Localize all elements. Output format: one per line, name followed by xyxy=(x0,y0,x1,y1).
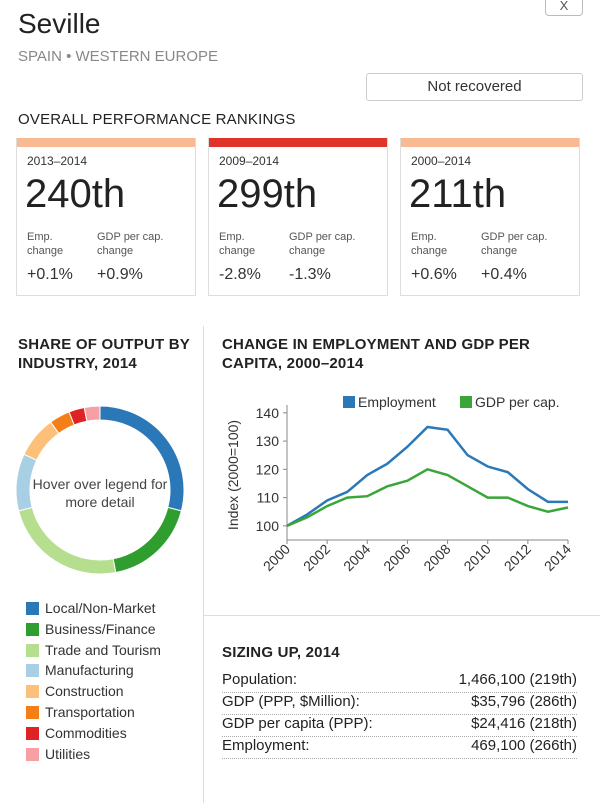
row-value: 469,100 (266th) xyxy=(471,737,577,754)
donut-slice xyxy=(112,506,182,574)
legend-label: Commodities xyxy=(45,724,127,741)
sizing-title: SIZING UP, 2014 xyxy=(222,644,340,661)
donut-slice xyxy=(23,421,60,461)
legend-swatch xyxy=(26,602,39,615)
legend-swatch xyxy=(26,664,39,678)
x-tick-label: 2010 xyxy=(460,541,493,574)
table-row: GDP per capita (PPP): $24,416 (218th) xyxy=(222,715,577,737)
legend-label: Transportation xyxy=(45,704,135,720)
legend-item[interactable]: Manufacturing xyxy=(26,662,134,678)
legend-label: Manufacturing xyxy=(45,662,134,679)
x-tick-label: 2014 xyxy=(541,541,574,574)
y-tick-label: 130 xyxy=(256,433,280,449)
legend-label: Local/Non-Market xyxy=(45,600,156,616)
metric-label: Emp. change xyxy=(219,231,256,257)
legend-swatch xyxy=(26,726,39,740)
divider xyxy=(203,615,600,616)
metric-value: +0.6% xyxy=(411,266,457,283)
city-subtitle: SPAIN • WESTERN EUROPE xyxy=(18,48,219,65)
donut-annotation: Hover over legend for more detail xyxy=(32,476,168,510)
row-label: GDP (PPP, $Million): xyxy=(222,693,360,710)
metric-label: GDP per cap. change xyxy=(481,231,548,257)
close-button[interactable]: X xyxy=(545,0,583,16)
ranking-card: 2009–2014 299th Emp. change -2.8% GDP per ca… xyxy=(208,138,388,296)
legend-item[interactable]: Commodities xyxy=(26,725,127,741)
row-label: Employment: xyxy=(222,737,310,754)
card-period: 2009–2014 xyxy=(219,154,280,168)
y-tick-label: 120 xyxy=(256,461,280,477)
donut-slice xyxy=(18,506,117,575)
table-row: Employment: 469,100 (266th) xyxy=(222,737,577,759)
legend-label: Utilities xyxy=(45,745,91,762)
x-tick-label: 2006 xyxy=(380,541,413,574)
metric-value: -1.3% xyxy=(289,266,331,283)
legend-item[interactable]: Business/Finance xyxy=(26,621,156,637)
rankings-title: OVERALL PERFORMANCE RANKINGS xyxy=(18,111,296,128)
y-tick-label: 110 xyxy=(257,490,280,506)
donut-title: SHARE OF OUTPUT BY INDUSTRY, 2014 xyxy=(18,336,190,372)
ranking-card: 2013–2014 240th Emp. change +0.1% GDP per ca… xyxy=(16,138,196,296)
x-tick-label: 2004 xyxy=(340,541,373,574)
row-value: $35,796 (286th) xyxy=(471,693,577,710)
legend-item[interactable]: Transportation xyxy=(26,704,135,720)
series-line xyxy=(286,468,569,528)
legend-label: Employment xyxy=(358,394,436,410)
donut-chart xyxy=(15,405,185,575)
legend-item[interactable]: Trade and Tourism xyxy=(26,642,161,658)
x-tick-label: 2002 xyxy=(300,541,333,574)
row-label: GDP per capita (PPP): xyxy=(222,715,373,732)
legend-swatch xyxy=(26,622,39,636)
legend-swatch xyxy=(26,643,39,657)
legend-label: Business/Finance xyxy=(45,620,156,637)
row-value: 1,466,100 (219th) xyxy=(458,671,577,688)
card-color-bar xyxy=(401,138,579,147)
metric-value: +0.9% xyxy=(97,266,143,283)
table-row: GDP (PPP, $Million): $35,796 (286th) xyxy=(222,693,577,715)
metric-value: +0.1% xyxy=(27,266,73,283)
legend-swatch xyxy=(460,396,472,408)
card-color-bar xyxy=(209,138,387,147)
line-title: CHANGE IN EMPLOYMENT AND GDP PER CAPITA,… xyxy=(222,336,531,372)
row-value: $24,416 (218th) xyxy=(471,715,577,732)
legend-swatch xyxy=(26,747,39,761)
card-color-bar xyxy=(17,138,195,147)
metric-label: Emp. change xyxy=(27,231,64,257)
legend-label: Construction xyxy=(45,683,124,700)
legend-item[interactable]: Local/Non-Market xyxy=(26,600,156,616)
metric-value: -2.8% xyxy=(219,266,261,283)
metric-label: GDP per cap. change xyxy=(97,231,164,257)
legend-label: Trade and Tourism xyxy=(45,641,161,658)
status-box: Not recovered xyxy=(366,73,583,101)
table-row: Population: 1,466,100 (219th) xyxy=(222,671,577,693)
y-tick-label: 140 xyxy=(256,405,280,421)
city-title: Seville xyxy=(18,8,101,39)
divider xyxy=(203,326,204,803)
legend-swatch xyxy=(26,706,39,719)
legend-item[interactable]: Construction xyxy=(26,683,124,699)
y-tick-label: 100 xyxy=(256,518,280,534)
legend-item[interactable]: Utilities xyxy=(26,746,90,762)
legend-swatch xyxy=(26,685,39,699)
x-tick-label: 2000 xyxy=(260,541,293,574)
metric-label: Emp. change xyxy=(411,231,448,257)
card-period: 2013–2014 xyxy=(27,154,88,168)
card-rank: 240th xyxy=(25,172,126,216)
y-axis-label: Index (2000=100) xyxy=(225,420,241,530)
x-tick-label: 2012 xyxy=(501,541,534,574)
card-rank: 299th xyxy=(217,172,318,216)
card-period: 2000–2014 xyxy=(411,154,472,168)
x-tick-label: 2008 xyxy=(420,541,453,574)
metric-value: +0.4% xyxy=(481,266,527,283)
donut-slice xyxy=(83,405,101,422)
metric-label: GDP per cap. change xyxy=(289,231,356,257)
series-line xyxy=(286,425,568,527)
row-label: Population: xyxy=(222,671,298,688)
legend-label: GDP per cap. xyxy=(475,394,560,410)
ranking-card: 2000–2014 211th Emp. change +0.6% GDP per ca… xyxy=(400,138,580,296)
legend-swatch xyxy=(343,396,355,408)
card-rank: 211th xyxy=(409,172,507,216)
